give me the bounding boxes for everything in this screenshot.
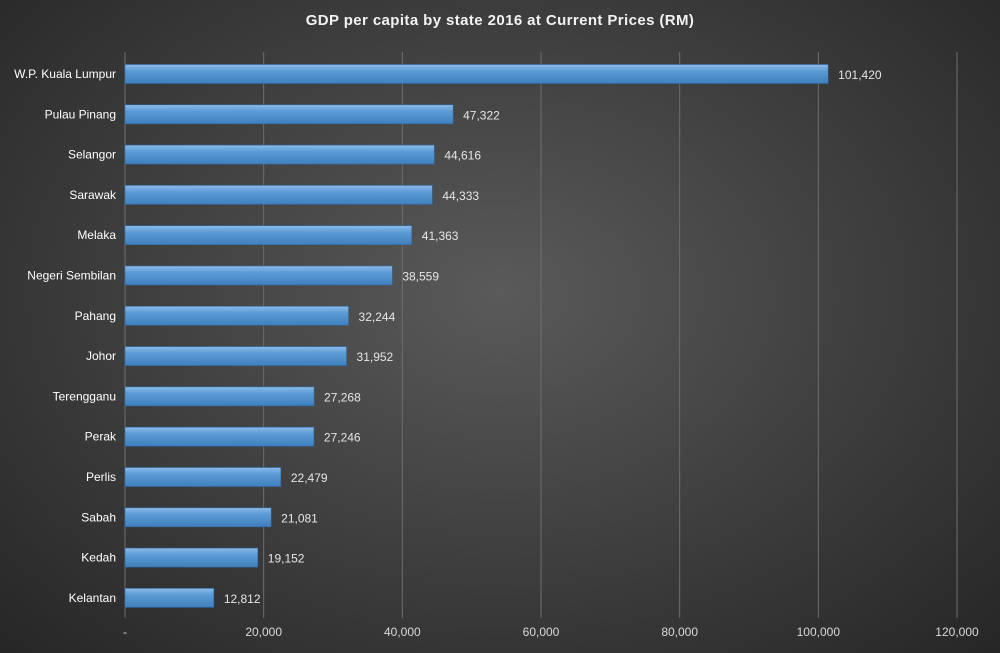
category-label: Selangor [68, 148, 116, 162]
category-label: W.P. Kuala Lumpur [14, 67, 116, 81]
data-label: 12,812 [224, 592, 261, 606]
bar [124, 305, 349, 326]
category-label: Johor [86, 349, 116, 363]
x-tick-label: 80,000 [661, 625, 698, 639]
category-label: Terengganu [53, 389, 116, 403]
category-label: Perak [85, 430, 117, 444]
bar [124, 386, 315, 407]
data-label: 27,268 [324, 390, 361, 404]
bar [124, 104, 454, 125]
x-tick-label: 40,000 [384, 625, 421, 639]
bar [124, 64, 829, 84]
bar [124, 467, 282, 487]
category-label: Pahang [75, 309, 116, 323]
data-label: 41,363 [422, 229, 459, 243]
data-label: 101,420 [838, 68, 882, 82]
category-label: Perlis [86, 470, 116, 484]
x-tick-label: 120,000 [935, 625, 979, 639]
bar [124, 144, 435, 165]
data-label: 44,616 [444, 149, 481, 163]
data-label: 27,246 [324, 431, 361, 445]
category-label: Kelantan [69, 591, 116, 605]
x-tick-label: - [123, 625, 127, 639]
data-label: 22,479 [291, 471, 328, 485]
category-label: Melaka [77, 228, 116, 242]
x-tick-label: 20,000 [245, 625, 282, 639]
data-label: 19,152 [268, 552, 305, 566]
bar [124, 507, 272, 528]
data-label: 38,559 [402, 270, 439, 284]
x-tick-label: 60,000 [523, 625, 560, 639]
data-label: 21,081 [281, 511, 318, 525]
category-label: Sarawak [69, 188, 117, 202]
category-label: Pulau Pinang [45, 107, 116, 121]
bar [124, 265, 393, 286]
grid-lines [124, 52, 958, 618]
bar [124, 346, 347, 366]
bar [124, 547, 259, 568]
labels: - 20,000 40,000 60,000 80,000 100,000 120,000 W… [14, 67, 979, 639]
category-label: Kedah [81, 551, 116, 565]
bar [124, 185, 433, 205]
bar [124, 426, 315, 447]
category-label: Negeri Sembilan [27, 269, 116, 283]
data-label: 32,244 [359, 310, 396, 324]
data-label: 47,322 [463, 108, 500, 122]
bars [124, 64, 829, 608]
x-tick-label: 100,000 [797, 625, 841, 639]
category-label: Sabah [81, 510, 116, 524]
bar [124, 225, 413, 245]
chart-title: GDP per capita by state 2016 at Current … [305, 12, 695, 29]
data-label: 31,952 [357, 350, 394, 364]
data-label: 44,333 [442, 189, 479, 203]
bar [124, 588, 215, 608]
